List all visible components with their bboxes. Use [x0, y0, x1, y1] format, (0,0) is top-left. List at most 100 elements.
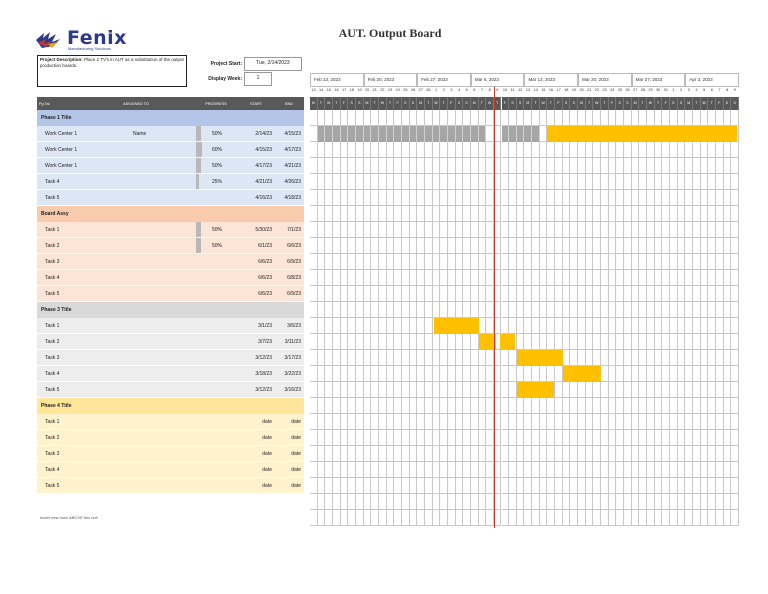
- project-description[interactable]: Project Description: Place 2 TV's in AUT…: [37, 55, 187, 87]
- gantt-cell: [501, 398, 510, 414]
- gantt-cell: [478, 174, 487, 190]
- gantt-cell: [424, 158, 433, 174]
- gantt-cell: [401, 190, 410, 206]
- gantt-cell: [524, 190, 533, 206]
- gantt-cell: [332, 270, 341, 286]
- gantt-cell: [631, 142, 640, 158]
- gantt-cell: [371, 238, 379, 254]
- gantt-cell: [486, 350, 494, 366]
- gantt-cell: [677, 366, 686, 382]
- gantt-cell: [539, 366, 548, 382]
- table-row[interactable]: Task 2 3/7/23 3/11/23: [37, 334, 304, 350]
- task-progress: [196, 350, 220, 366]
- table-row[interactable]: Task 3 date date: [37, 446, 304, 462]
- gantt-cell: [325, 366, 333, 382]
- gantt-cell: [693, 238, 701, 254]
- gantt-cell: [677, 302, 686, 318]
- gantt-cell: [532, 286, 540, 302]
- table-row[interactable]: Task 1 3/1/23 3/6/23: [37, 318, 304, 334]
- day-number: 10: [502, 88, 508, 92]
- gantt-cell: [662, 238, 671, 254]
- gantt-cell: [447, 206, 456, 222]
- gantt-cell: [539, 270, 548, 286]
- gantt-bar-progress: [340, 126, 349, 142]
- gantt-cell: [578, 334, 586, 350]
- gantt-cell: [455, 302, 464, 318]
- gantt-cell: [723, 366, 732, 382]
- col-start: START: [249, 101, 263, 106]
- table-row[interactable]: Task 1 date date: [37, 414, 304, 430]
- table-row[interactable]: Task 2 date date: [37, 430, 304, 446]
- gantt-cell: [685, 478, 693, 494]
- empty-row[interactable]: [37, 510, 304, 526]
- gantt-cell: [394, 206, 402, 222]
- table-row[interactable]: Task 3 6/6/23 6/9/23: [37, 254, 304, 270]
- phase-header-row[interactable]: Phase 4 Title: [37, 398, 304, 414]
- project-start-field[interactable]: Tue, 2/14/2023: [244, 57, 302, 71]
- gantt-cell: [310, 206, 318, 222]
- gantt-cell: [424, 222, 433, 238]
- project-description-text: Place 2 TV's in AUT as a substitution of…: [40, 57, 184, 68]
- gantt-cell: [593, 462, 602, 478]
- gantt-cell: [401, 222, 410, 238]
- table-row[interactable]: Work Center 1 Name 50% 2/14/23 4/15/23: [37, 126, 304, 142]
- table-row[interactable]: Work Center 1 50% 4/17/23 4/21/23: [37, 158, 304, 174]
- table-row[interactable]: Task 4 6/6/23 6/8/23: [37, 270, 304, 286]
- table-row[interactable]: Task 5 3/12/23 3/16/23: [37, 382, 304, 398]
- gantt-cell: [355, 174, 364, 190]
- gantt-cell: [524, 206, 533, 222]
- gantt-cell: [310, 494, 318, 510]
- gantt-cell: [647, 318, 655, 334]
- table-row[interactable]: Task 2 50% 6/1/23 6/6/23: [37, 238, 304, 254]
- phase-header-row[interactable]: Board Assy: [37, 206, 304, 222]
- gantt-cell: [685, 302, 693, 318]
- gantt-cell: [409, 510, 418, 526]
- gantt-cell: [310, 366, 318, 382]
- gantt-cell: [378, 254, 387, 270]
- phase-header-row[interactable]: Phase 3 Title: [37, 302, 304, 318]
- gantt-cell: [677, 430, 686, 446]
- gantt-cell: [371, 270, 379, 286]
- gantt-cell: [539, 414, 548, 430]
- row-divider: [37, 477, 304, 478]
- table-row[interactable]: Task 5 6/6/23 6/9/23: [37, 286, 304, 302]
- table-row[interactable]: Task 4 25% 4/21/23 4/26/23: [37, 174, 304, 190]
- gantt-cell: [685, 494, 693, 510]
- gantt-cell: [608, 494, 617, 510]
- gantt-cell: [723, 414, 732, 430]
- gantt-cell: [417, 494, 425, 510]
- table-row[interactable]: Task 5 date date: [37, 478, 304, 494]
- gantt-cell: [539, 510, 548, 526]
- day-letter: T: [654, 97, 663, 110]
- gantt-cell: [631, 382, 640, 398]
- gantt-cell: [677, 462, 686, 478]
- gantt-cell: [325, 414, 333, 430]
- gantt-cell: [317, 302, 326, 318]
- day-letter: F: [555, 97, 563, 110]
- gantt-cell: [386, 270, 395, 286]
- empty-row[interactable]: [37, 494, 304, 510]
- gantt-cell: [371, 350, 379, 366]
- gantt-cell: [348, 414, 356, 430]
- phase-header-row[interactable]: Phase 1 Title: [37, 110, 304, 126]
- gantt-cell: [394, 366, 402, 382]
- table-row[interactable]: Task 4 3/18/23 3/22/23: [37, 366, 304, 382]
- table-row[interactable]: Task 4 date date: [37, 462, 304, 478]
- table-row[interactable]: Task 1 50% 5/30/23 7/1/23: [37, 222, 304, 238]
- gantt-cell: [325, 190, 333, 206]
- gantt-cell: [516, 222, 525, 238]
- gantt-cell: [662, 366, 671, 382]
- table-row[interactable]: Task 5 4/16/23 4/18/23: [37, 190, 304, 206]
- gantt-cell: [608, 350, 617, 366]
- gantt-cell: [670, 430, 678, 446]
- table-row[interactable]: Task 3 3/12/23 3/17/23: [37, 350, 304, 366]
- gantt-cell: [539, 302, 548, 318]
- row-divider: [37, 493, 304, 494]
- task-name: Task 4: [45, 467, 60, 473]
- gantt-cell: [731, 158, 739, 174]
- gantt-bar-progress: [363, 126, 372, 142]
- gantt-cell: [509, 366, 517, 382]
- table-row[interactable]: Work Center 1 60% 4/15/23 4/17/23: [37, 142, 304, 158]
- gantt-cell: [417, 302, 425, 318]
- display-week-field[interactable]: 1: [244, 72, 272, 86]
